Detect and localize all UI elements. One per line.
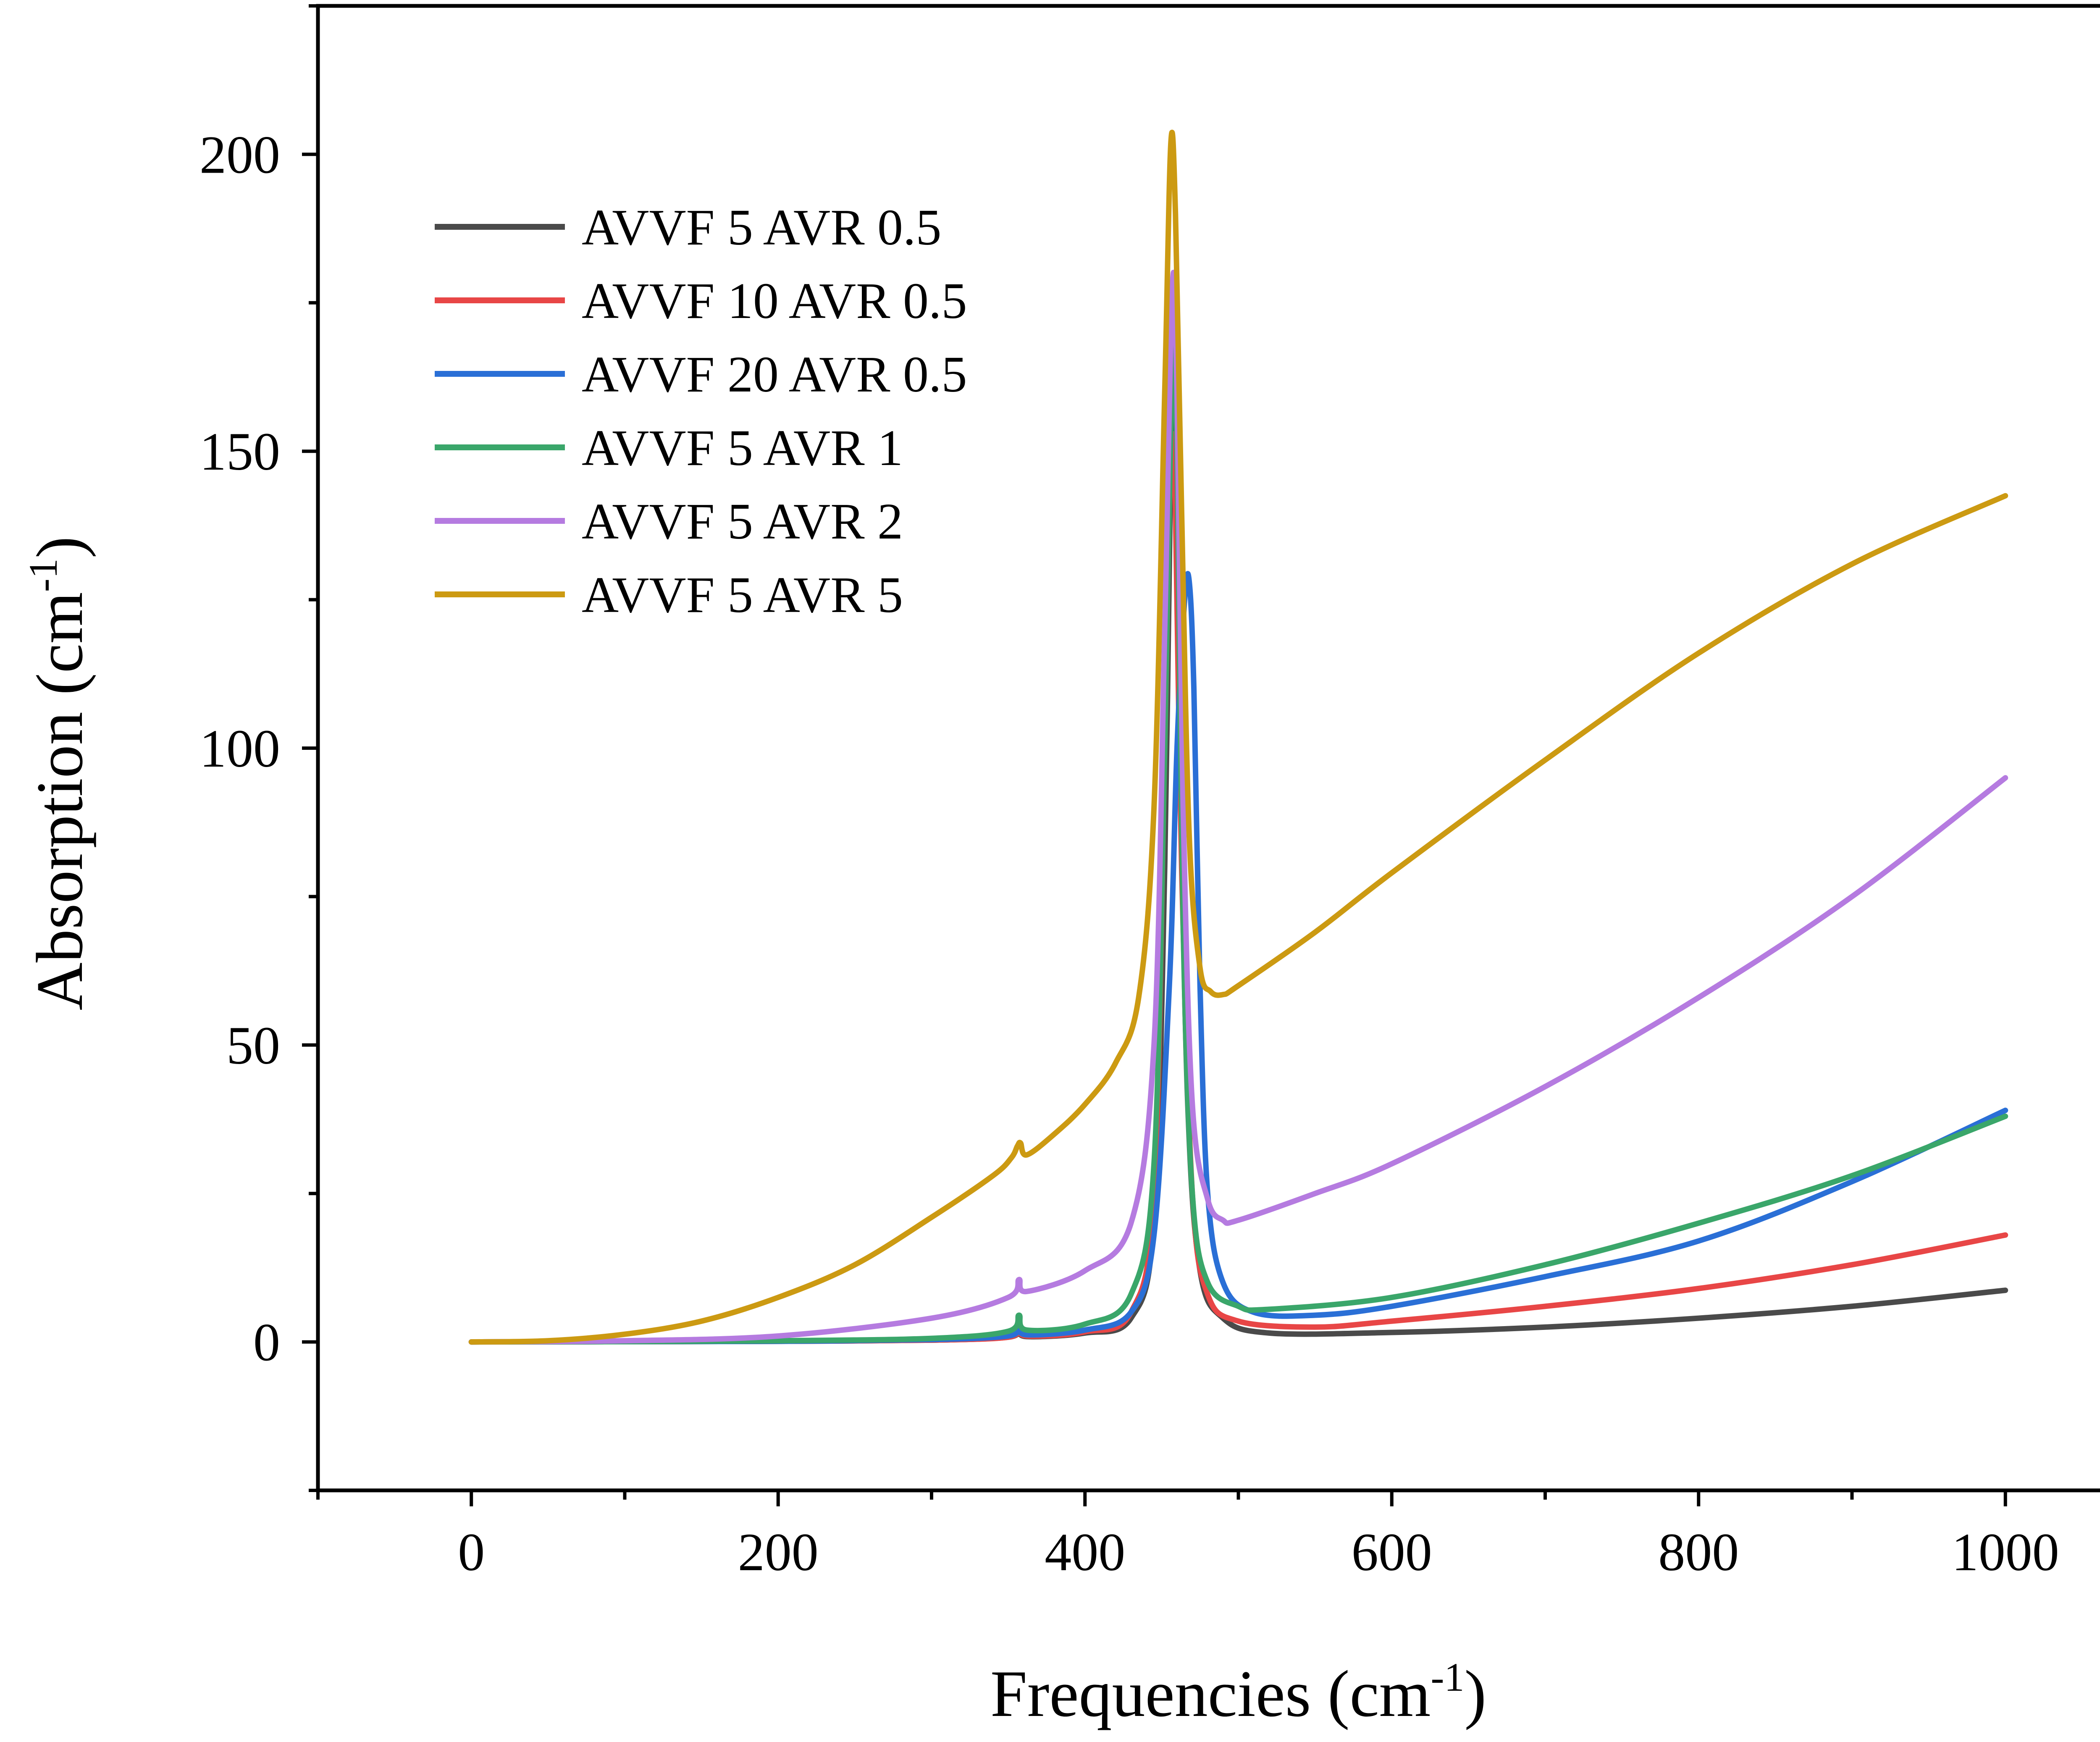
y-tick-label: 150 [200,422,280,481]
legend-label: AVVF 5 AVR 5 [582,567,903,623]
x-tick-label: 400 [1045,1522,1125,1582]
y-tick-label: 100 [200,719,280,778]
series-line [468,323,2008,1345]
legend-label: AVVF 20 AVR 0.5 [582,346,967,403]
x-tick-label: 0 [458,1522,485,1582]
x-tick-label: 800 [1658,1522,1739,1582]
axis-ticks: 0 200 400 600 800 1000 0 50 100 150 200 [200,4,2059,1582]
x-tick-label: 600 [1352,1522,1432,1582]
series-line [468,571,2008,1345]
legend-label: AVVF 5 AVR 1 [582,420,903,476]
series-lines [468,129,2008,1345]
y-tick-label: 50 [226,1016,280,1075]
y-axis-title: Absorption (cm-1) [21,536,97,1011]
x-axis-title: Frequencies (cm-1) [990,1655,1486,1731]
x-tick-label: 1000 [1952,1522,2059,1582]
x-tick-label: 200 [738,1522,819,1582]
legend-label: AVVF 5 AVR 0.5 [582,199,942,256]
legend-label: AVVF 10 AVR 0.5 [582,273,967,329]
legend-label: AVVF 5 AVR 2 [582,493,903,550]
legend: AVVF 5 AVR 0.5 AVVF 10 AVR 0.5 AVVF 20 AVR… [435,199,967,623]
y-tick-label: 200 [200,125,280,184]
y-tick-label: 0 [253,1313,280,1372]
series-line [468,129,2008,1345]
